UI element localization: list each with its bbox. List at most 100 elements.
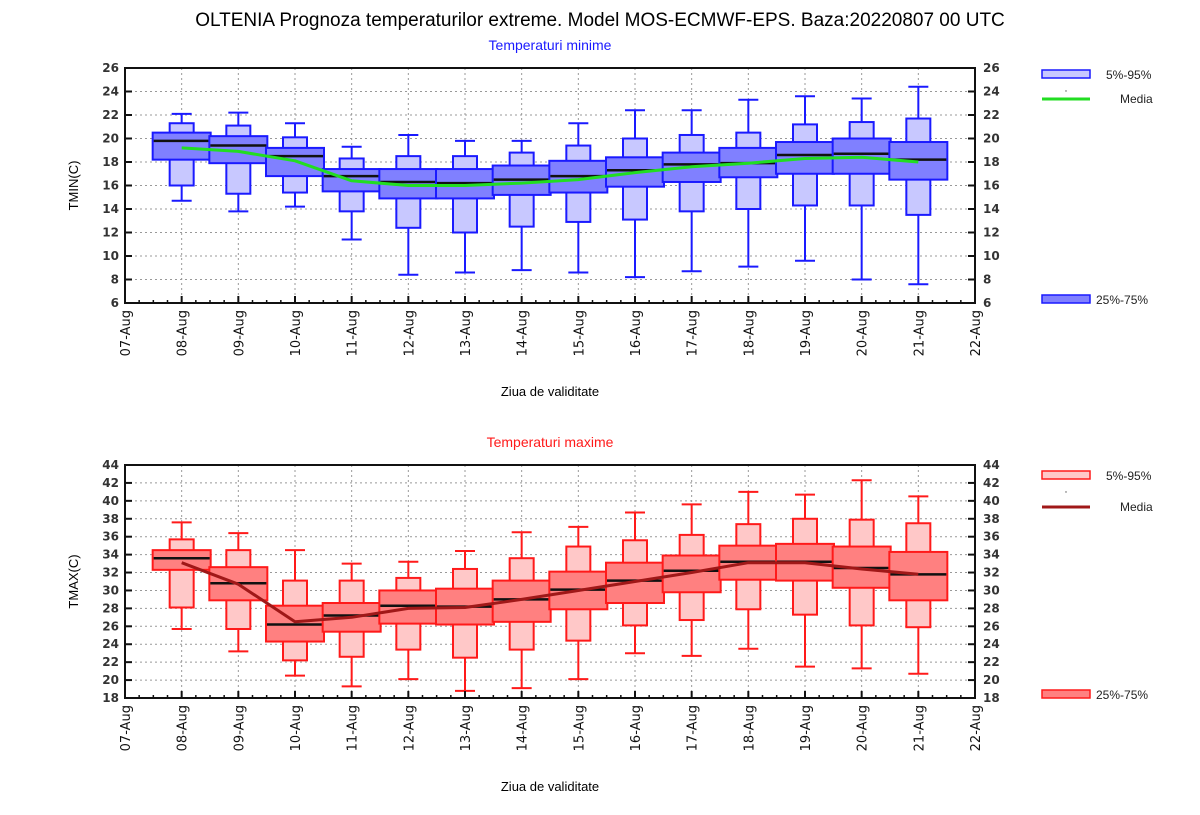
box-plot-21-Aug <box>888 495 949 675</box>
x-tick-label: 18-Aug <box>742 310 757 356</box>
legend-swatch-5-95 <box>1041 470 1091 480</box>
tmin-chart: Temperaturi minime 6 6 8 8 10 10 12 12 14 14 16 16 18… <box>66 37 1153 399</box>
box-plot-18-Aug <box>718 490 779 650</box>
y-tick-label-right: 32 <box>983 566 1000 580</box>
y-tick-label-left: 10 <box>102 249 119 263</box>
y-tick-label-left: 36 <box>102 530 119 544</box>
box-plot-08-Aug <box>151 521 212 630</box>
legend-label-25-75: 25%-75% <box>1096 293 1148 307</box>
legend: 5%-95% Media 25%-75% <box>1041 469 1153 702</box>
box-plot-10-Aug <box>265 549 325 677</box>
x-tick-label: 11-Aug <box>346 310 361 356</box>
y-tick-label-left: 18 <box>102 155 119 169</box>
box-plot-13-Aug <box>435 139 495 274</box>
x-tick-label: 12-Aug <box>402 310 417 356</box>
y-tick-label-left: 20 <box>102 132 119 146</box>
box-plot-11-Aug <box>321 145 382 241</box>
box-plot-09-Aug <box>208 111 269 213</box>
main-title: OLTENIA Prognoza temperaturilor extreme.… <box>195 10 1005 31</box>
y-tick-label-left: 20 <box>102 673 119 687</box>
x-tick-label: 10-Aug <box>289 310 304 356</box>
y-tick-label-left: 18 <box>102 691 119 705</box>
y-tick-label-right: 26 <box>983 61 1000 75</box>
x-tick-label: 13-Aug <box>459 310 474 356</box>
x-tick-label: 17-Aug <box>686 310 701 356</box>
legend-swatch-5-95 <box>1041 69 1091 79</box>
box-plot-15-Aug <box>548 525 609 681</box>
x-tick-label: 19-Aug <box>799 705 814 751</box>
y-tick-label-left: 22 <box>102 108 119 122</box>
y-tick-label-right: 24 <box>983 637 1000 651</box>
legend-label-5-95: 5%-95% <box>1106 469 1152 483</box>
y-tick-label-left: 42 <box>102 476 119 490</box>
x-tick-label: 09-Aug <box>232 310 247 356</box>
x-axis-title: Ziua de validitate <box>501 384 599 399</box>
y-tick-label-right: 12 <box>983 226 1000 240</box>
y-tick-label-left: 28 <box>102 601 119 615</box>
box-plot-13-Aug <box>435 550 495 692</box>
y-tick-label-right: 36 <box>983 530 1000 544</box>
box-plot-08-Aug <box>151 112 212 202</box>
y-axis-title: TMAX(C) <box>66 554 81 608</box>
legend-dot <box>1065 491 1067 493</box>
mean-line <box>181 561 919 624</box>
box-plot-19-Aug <box>775 95 835 262</box>
y-tick-label-right: 22 <box>983 655 1000 669</box>
x-tick-label: 21-Aug <box>912 310 927 356</box>
y-tick-label-left: 24 <box>102 85 119 99</box>
y-tick-label-right: 10 <box>983 249 1000 263</box>
x-tick-label: 07-Aug <box>119 310 134 356</box>
y-tick-label-left: 6 <box>111 296 119 310</box>
box-plot-21-Aug <box>888 85 949 286</box>
y-tick-label-left: 12 <box>102 226 119 240</box>
x-tick-label: 19-Aug <box>799 310 814 356</box>
legend-label-5-95: 5%-95% <box>1106 68 1152 82</box>
y-tick-label-right: 34 <box>983 548 1000 562</box>
y-tick-label-right: 14 <box>983 202 1000 216</box>
y-tick-label-left: 32 <box>102 566 119 580</box>
y-tick-label-right: 40 <box>983 494 1000 508</box>
y-axis-title: TMIN(C) <box>66 161 81 211</box>
y-tick-label-left: 40 <box>102 494 119 508</box>
box-plot-20-Aug <box>831 97 892 281</box>
legend-dot <box>1065 90 1067 92</box>
y-tick-label-right: 38 <box>983 512 1000 526</box>
chart-subtitle: Temperaturi maxime <box>487 434 614 450</box>
x-tick-label: 14-Aug <box>516 310 531 356</box>
box-25-75 <box>151 131 212 161</box>
y-tick-label-right: 8 <box>983 273 991 287</box>
x-tick-label: 21-Aug <box>912 705 927 751</box>
x-tick-label: 09-Aug <box>232 705 247 751</box>
x-tick-label: 15-Aug <box>572 310 587 356</box>
y-tick-label-left: 30 <box>102 583 119 597</box>
x-tick-label: 17-Aug <box>686 705 701 751</box>
y-tick-label-left: 22 <box>102 655 119 669</box>
legend-swatch-25-75 <box>1041 689 1091 699</box>
box-plot-18-Aug <box>718 98 779 268</box>
y-tick-label-right: 28 <box>983 601 1000 615</box>
y-tick-label-right: 44 <box>983 458 1000 472</box>
x-tick-label: 08-Aug <box>176 705 191 751</box>
box-plot-12-Aug <box>378 560 439 681</box>
box-plot-14-Aug <box>491 139 552 272</box>
x-tick-label: 10-Aug <box>289 705 304 751</box>
legend-swatch-25-75 <box>1041 294 1091 304</box>
y-tick-label-right: 42 <box>983 476 1000 490</box>
x-tick-label: 12-Aug <box>402 705 417 751</box>
x-tick-label: 07-Aug <box>119 705 134 751</box>
y-tick-label-left: 26 <box>102 61 119 75</box>
y-tick-label-left: 14 <box>102 202 119 216</box>
x-tick-label: 22-Aug <box>969 310 984 356</box>
x-tick-label: 14-Aug <box>516 705 531 751</box>
x-tick-label: 16-Aug <box>629 705 644 751</box>
y-tick-label-left: 24 <box>102 637 119 651</box>
legend-label-25-75: 25%-75% <box>1096 688 1148 702</box>
box-plot-16-Aug <box>605 109 665 279</box>
tmax-chart: Temperaturi maxime 18 18 20 20 22 22 24 24 26 26 28… <box>66 434 1153 794</box>
x-tick-label: 16-Aug <box>629 310 644 356</box>
y-tick-label-right: 18 <box>983 691 1000 705</box>
box-plot-19-Aug <box>775 493 835 668</box>
y-tick-label-right: 24 <box>983 85 1000 99</box>
x-tick-label: 22-Aug <box>969 705 984 751</box>
